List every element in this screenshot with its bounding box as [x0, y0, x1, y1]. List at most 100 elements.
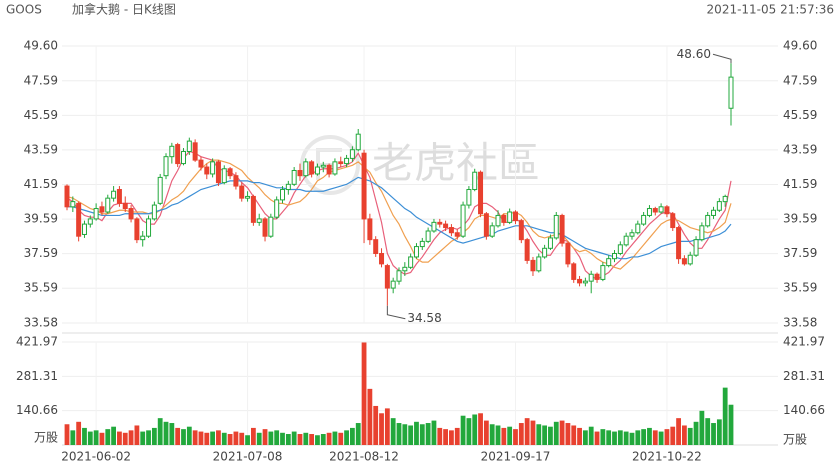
volume-bar	[513, 429, 518, 445]
candle-body	[233, 175, 239, 187]
volume-bar	[204, 432, 210, 445]
volume-bar	[122, 432, 128, 445]
volume-bar	[181, 429, 186, 445]
volume-bar	[140, 431, 146, 445]
volume-bar	[303, 432, 309, 445]
candle-body	[81, 223, 87, 235]
candle-body	[524, 239, 530, 261]
candle-body	[373, 239, 379, 254]
candle-body	[204, 166, 210, 175]
volume-bar	[449, 430, 454, 445]
candle-body	[507, 211, 513, 223]
candle-body	[641, 214, 647, 225]
volume-bar	[262, 429, 268, 445]
volume-bar	[396, 423, 402, 445]
candle-body	[326, 164, 332, 175]
candle-body	[518, 220, 524, 241]
candle-body	[76, 202, 82, 237]
candle-body	[472, 171, 478, 191]
volume-bar	[419, 424, 425, 445]
y-tick-label-right: 33.58	[783, 316, 817, 330]
volume-tick-label-right: 281.31	[783, 369, 825, 383]
candle-body	[553, 214, 559, 239]
y-tick-label-right: 43.59	[783, 142, 817, 156]
volume-bar	[93, 430, 99, 445]
volume-tick-label: 281.31	[16, 369, 58, 383]
volume-bar	[326, 432, 332, 445]
candle-body	[297, 169, 303, 177]
volume-bar	[571, 425, 577, 445]
candle-body	[501, 214, 507, 223]
y-tick-label: 37.59	[24, 246, 58, 260]
volume-bar	[70, 430, 76, 445]
candle-body	[157, 176, 163, 204]
candle-body	[169, 145, 175, 158]
volume-tick-label: 421.97	[16, 335, 58, 349]
volume-bar	[716, 419, 722, 445]
chart-title: 加拿大鹅 - 日K线图	[72, 2, 176, 17]
volume-bar	[460, 415, 466, 445]
candle-body	[151, 204, 157, 220]
volume-bar	[221, 432, 227, 445]
candle-body	[140, 235, 146, 241]
x-tick-label: 2021-10-22	[632, 450, 702, 464]
candle-body	[180, 150, 186, 165]
candle-body	[699, 225, 705, 241]
candle-body	[332, 161, 338, 175]
volume-bar	[128, 430, 134, 445]
volume-bar	[361, 342, 367, 445]
volume-bar	[169, 423, 175, 445]
volume-bar	[402, 424, 408, 445]
volume-bar	[99, 432, 105, 445]
volume-bar	[705, 418, 711, 445]
volume-bar	[274, 430, 280, 445]
volume-bar	[186, 426, 192, 445]
candle-body	[250, 195, 256, 223]
candle-body	[192, 142, 198, 161]
candle-body	[443, 223, 449, 229]
candle-body	[128, 208, 134, 220]
volume-bar	[507, 426, 513, 445]
y-tick-label: 49.60	[24, 39, 58, 53]
candle-body	[210, 161, 216, 175]
candle-body	[379, 252, 385, 265]
candle-body	[122, 202, 128, 210]
y-tick-label-right: 45.59	[783, 108, 817, 122]
volume-bar	[728, 404, 734, 445]
y-tick-label: 43.59	[24, 142, 58, 156]
volume-bar	[105, 429, 111, 445]
candle-body	[594, 273, 600, 280]
candle-body	[99, 206, 105, 213]
volume-bar	[332, 431, 338, 445]
candle-body	[565, 242, 571, 265]
volume-bar	[256, 432, 262, 445]
volume-bar	[658, 431, 664, 445]
high-leader	[712, 53, 732, 64]
candle-body	[687, 254, 693, 265]
volume-bar	[268, 431, 274, 445]
candle-body	[239, 185, 245, 199]
volume-bar	[582, 430, 588, 445]
volume-bar	[250, 427, 256, 445]
volume-bar	[425, 423, 431, 445]
candle-body	[431, 221, 437, 232]
y-tick-label-right: 35.59	[783, 281, 817, 295]
candle-body	[483, 213, 489, 237]
volume-bar	[693, 421, 699, 445]
candle-body	[262, 218, 268, 237]
volume-bar	[431, 420, 437, 445]
y-tick-label: 41.59	[24, 177, 58, 191]
volume-bar	[111, 426, 116, 445]
candle-body	[198, 159, 204, 168]
x-tick-label: 2021-06-02	[61, 450, 131, 464]
volume-tick-label-right: 421.97	[783, 335, 825, 349]
volume-bar	[530, 420, 536, 445]
volume-bar	[489, 424, 495, 445]
volume-bar	[682, 425, 687, 445]
candle-body	[396, 270, 402, 282]
volume-bar	[483, 420, 489, 445]
volume-bar	[443, 429, 448, 445]
volume-bar	[216, 430, 221, 445]
candle-body	[670, 213, 676, 229]
